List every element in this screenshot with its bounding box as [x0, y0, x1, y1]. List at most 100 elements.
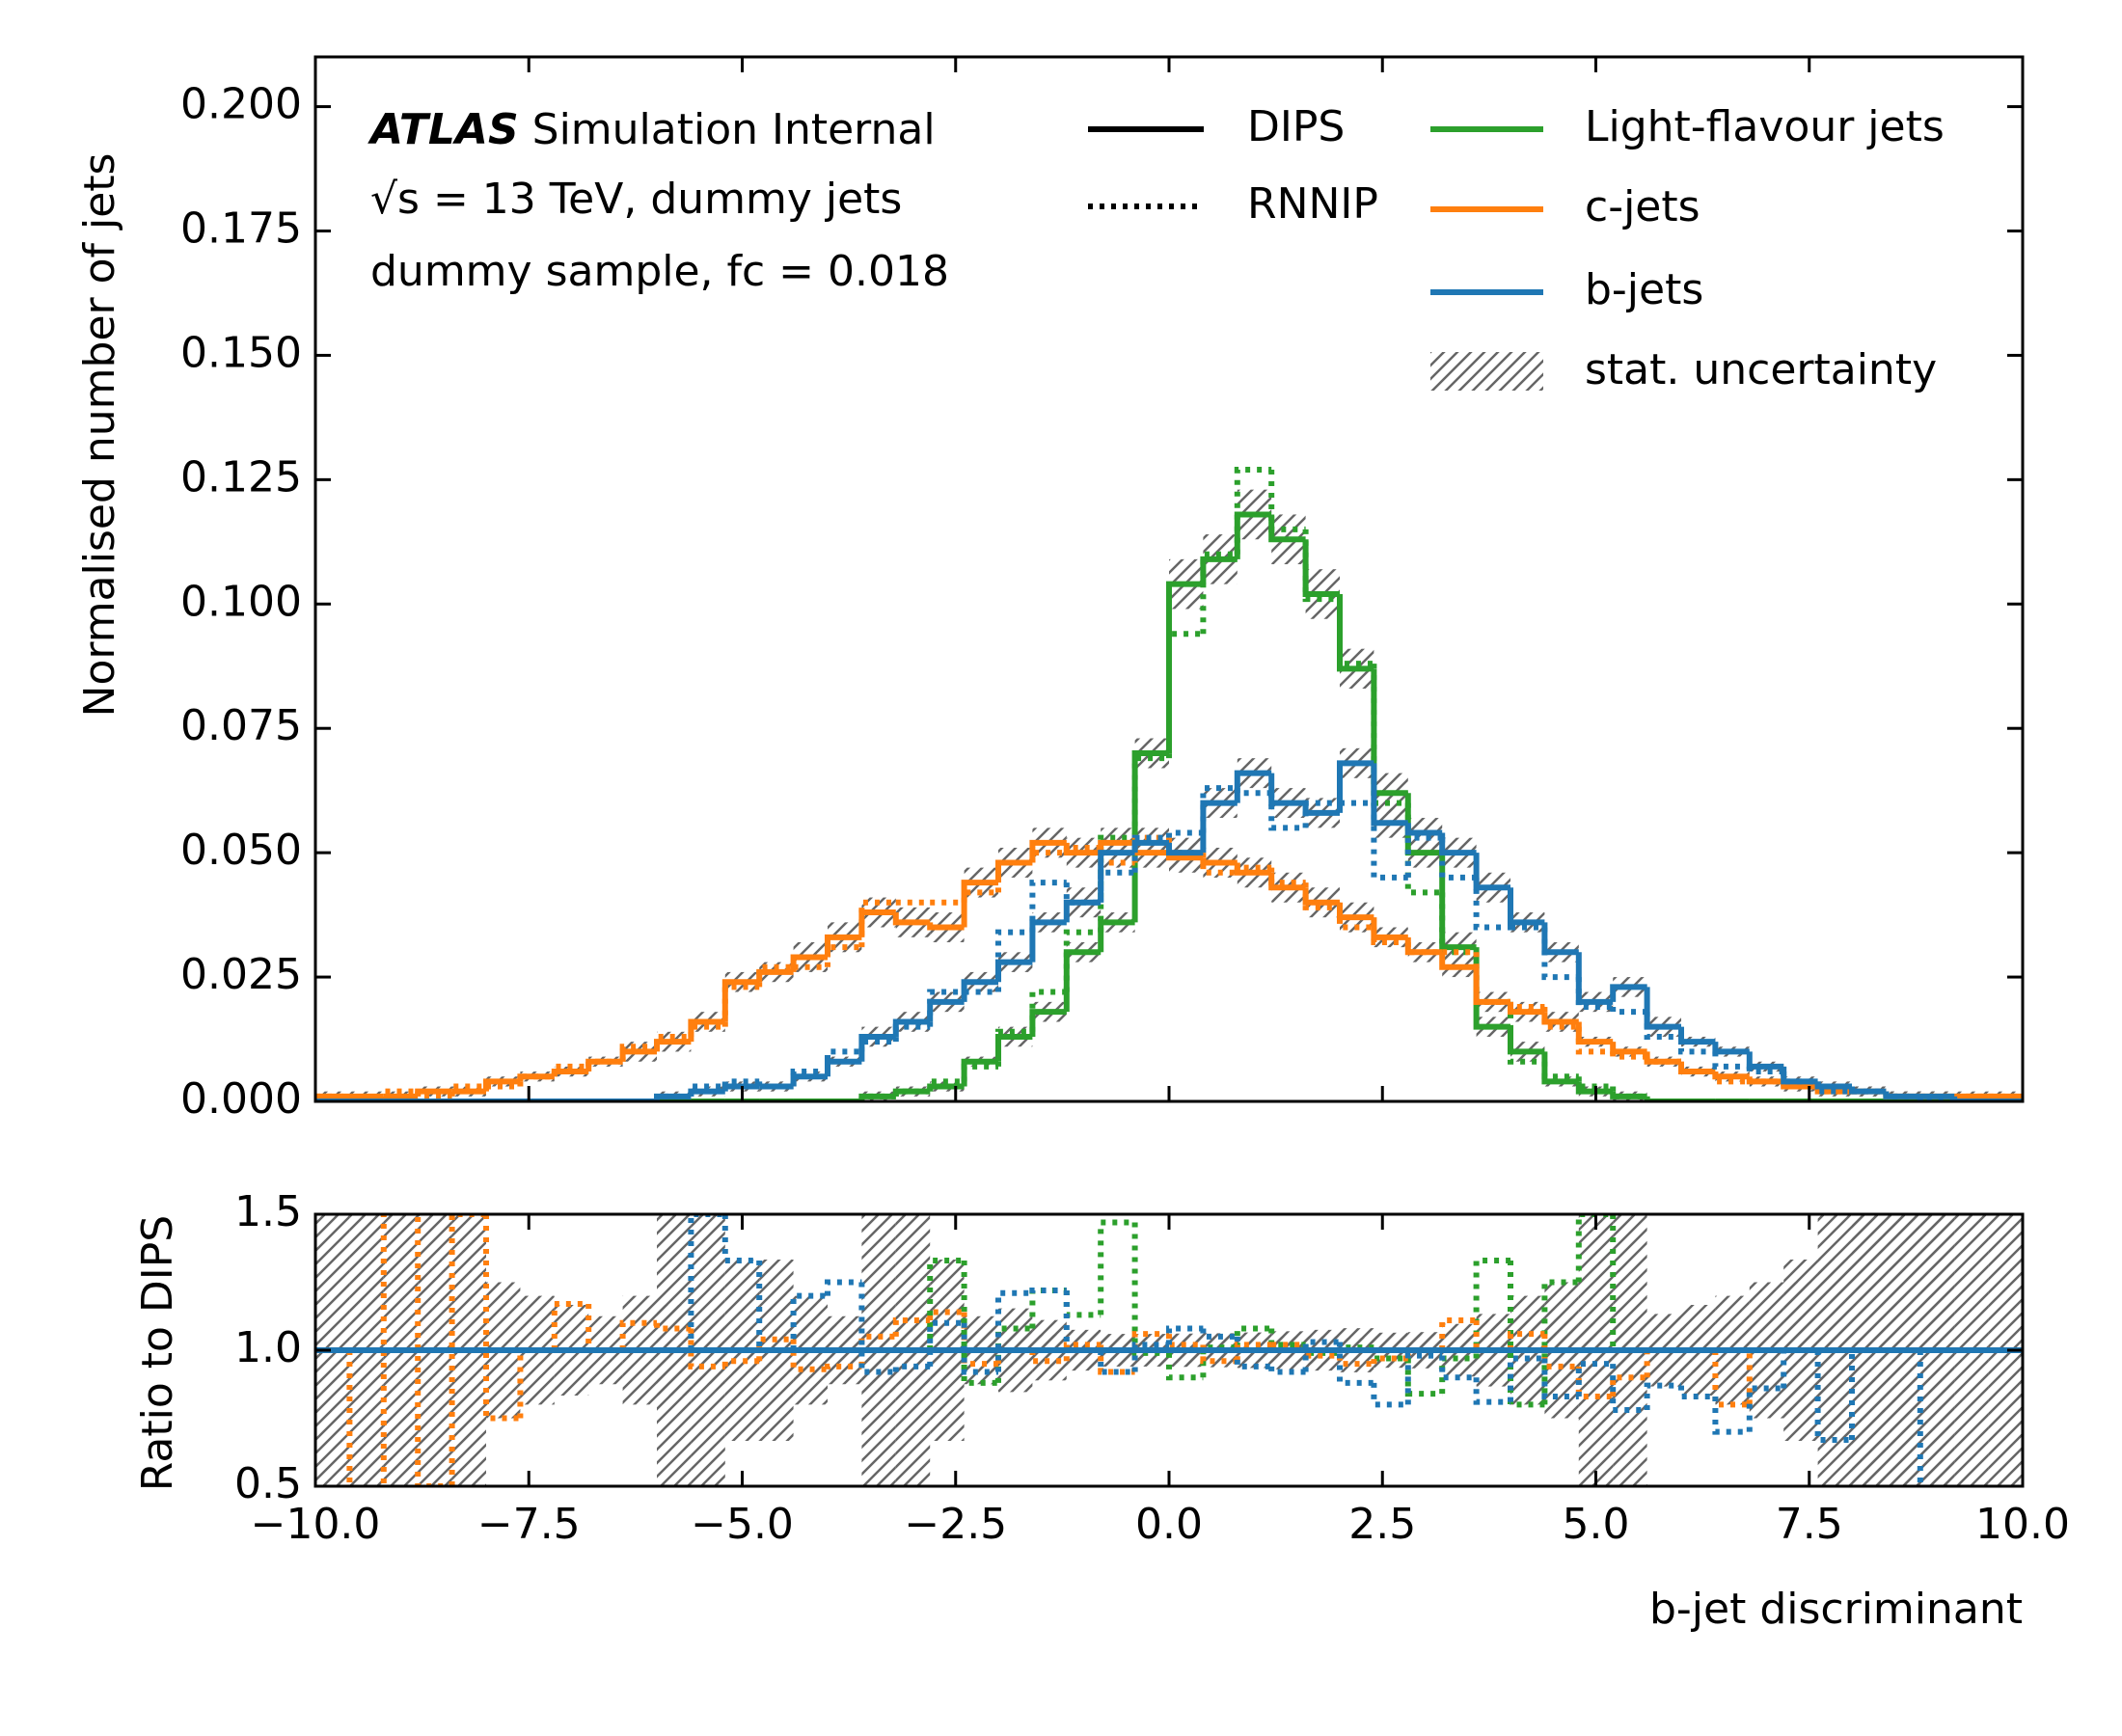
dips-step [1200, 800, 1238, 854]
y-tick-label: 0.100 [180, 577, 302, 626]
dips-step [654, 1039, 692, 1052]
dips-step [1575, 1081, 1614, 1095]
ratio-step [1166, 1334, 1204, 1348]
y-tick-label: 0.075 [180, 701, 302, 750]
dips-step [1610, 1042, 1647, 1055]
dips-step [1029, 1009, 1067, 1037]
rnnip-step [1098, 834, 1135, 933]
ratio-step [721, 1214, 760, 1263]
dips-step [1610, 984, 1647, 1002]
dips-step [961, 1058, 998, 1087]
ratio-frame [313, 1212, 2025, 1488]
ratio-step [1404, 1358, 1443, 1397]
legend-label: RNNIP [1247, 179, 1378, 229]
ratio-step [1541, 1358, 1579, 1399]
info-line: dummy sample, fc = 0.018 [370, 247, 949, 296]
dips-step [1234, 862, 1272, 876]
x-tick-label: 5.0 [1563, 1500, 1630, 1549]
ratio-step [1063, 1342, 1102, 1362]
y-tick-label: 0.150 [180, 328, 302, 377]
legend-label: b-jets [1585, 265, 1703, 314]
dips-step [1746, 1076, 1784, 1085]
ratio-step [825, 1279, 862, 1296]
x-axis-label: b-jet discriminant [1649, 1585, 2023, 1634]
dips-step [961, 979, 998, 1002]
dips-step [1371, 763, 1408, 827]
dips-step [858, 1033, 896, 1062]
dips-step [1951, 1096, 1989, 1101]
dips-step [1234, 770, 1272, 803]
dips-step [1814, 1081, 1852, 1090]
ratio-step [1166, 1352, 1204, 1381]
dips-step [756, 968, 794, 983]
ratio-step [1404, 1352, 1443, 1405]
ratio-step [961, 1322, 998, 1375]
ratio-step [619, 1319, 657, 1350]
ratio-y-tick-label: 0.5 [234, 1459, 302, 1508]
rnnip-step [1575, 1026, 1614, 1055]
dips-step [1063, 899, 1102, 923]
dips-step [1541, 922, 1579, 956]
ratio-step [1508, 1260, 1545, 1408]
dips-step [858, 1093, 896, 1101]
dips-step [1063, 842, 1102, 856]
dips-step [1337, 593, 1374, 672]
dips-step [688, 1088, 725, 1097]
x-tick-label: −10.0 [251, 1500, 381, 1549]
legend-label: Light-flavour jets [1585, 102, 1945, 151]
dips-step [1508, 887, 1545, 926]
ratio-step [1746, 1385, 1784, 1432]
atlas-sublabel: Simulation Internal [532, 105, 936, 154]
y-tick-label: 0.125 [180, 452, 302, 502]
rnnip-step [1541, 927, 1579, 981]
dips-step [995, 959, 1033, 983]
dips-step [1883, 1091, 1920, 1099]
ratio-step [1337, 1342, 1374, 1386]
dips-step [1644, 1051, 1681, 1065]
dips-step [1508, 1026, 1545, 1055]
legend-label: DIPS [1247, 102, 1345, 151]
dips-step [1473, 853, 1510, 891]
ratio-step [1610, 1364, 1647, 1414]
dips-step [1712, 1042, 1750, 1055]
legend: DIPS RNNIP Light-flavour jets c-jets b-jets s… [1088, 102, 1945, 394]
rnnip-step [1131, 834, 1169, 873]
rnnip-step [1644, 1012, 1681, 1040]
ratio-y-tick-label: 1.0 [234, 1323, 302, 1372]
ratio-step [721, 1358, 760, 1367]
ratio-step [1200, 1344, 1238, 1365]
ratio-step [1473, 1377, 1510, 1405]
dips-step [1508, 1001, 1545, 1016]
dips-step [961, 880, 998, 928]
dips-step [1131, 839, 1169, 854]
dips-step [517, 1073, 555, 1082]
dips-step [1439, 952, 1477, 970]
rnnip-step [1473, 877, 1510, 931]
legend-label: stat. uncertainty [1585, 345, 1937, 394]
dips-step [1029, 919, 1067, 963]
y-axis-label: Normalised number of jets [75, 153, 124, 718]
dips-step [927, 922, 965, 931]
ratio-step [688, 1328, 725, 1370]
dips-step [1849, 1086, 1887, 1095]
dips-step [825, 1058, 862, 1077]
dips-step [1302, 802, 1340, 816]
dips-step [1746, 1051, 1784, 1070]
ratio-step [995, 1289, 1033, 1372]
rnnip-step [1063, 929, 1102, 992]
dips-step [927, 998, 965, 1022]
dips-step [1200, 556, 1238, 584]
dips-step [1268, 773, 1306, 806]
rnnip-step [1302, 882, 1340, 910]
ratio-step [1371, 1355, 1408, 1365]
dips-step [1098, 839, 1135, 854]
rnnip-step [1200, 551, 1238, 635]
ratio-step [1678, 1385, 1716, 1399]
ratio-step [825, 1363, 862, 1370]
dips-step [721, 1083, 760, 1092]
dips-step [858, 909, 896, 937]
y-tick-label: 0.175 [180, 204, 302, 254]
dips-step [1644, 1096, 1681, 1101]
rnnip-step [1234, 467, 1272, 555]
dips-step [1268, 514, 1306, 543]
